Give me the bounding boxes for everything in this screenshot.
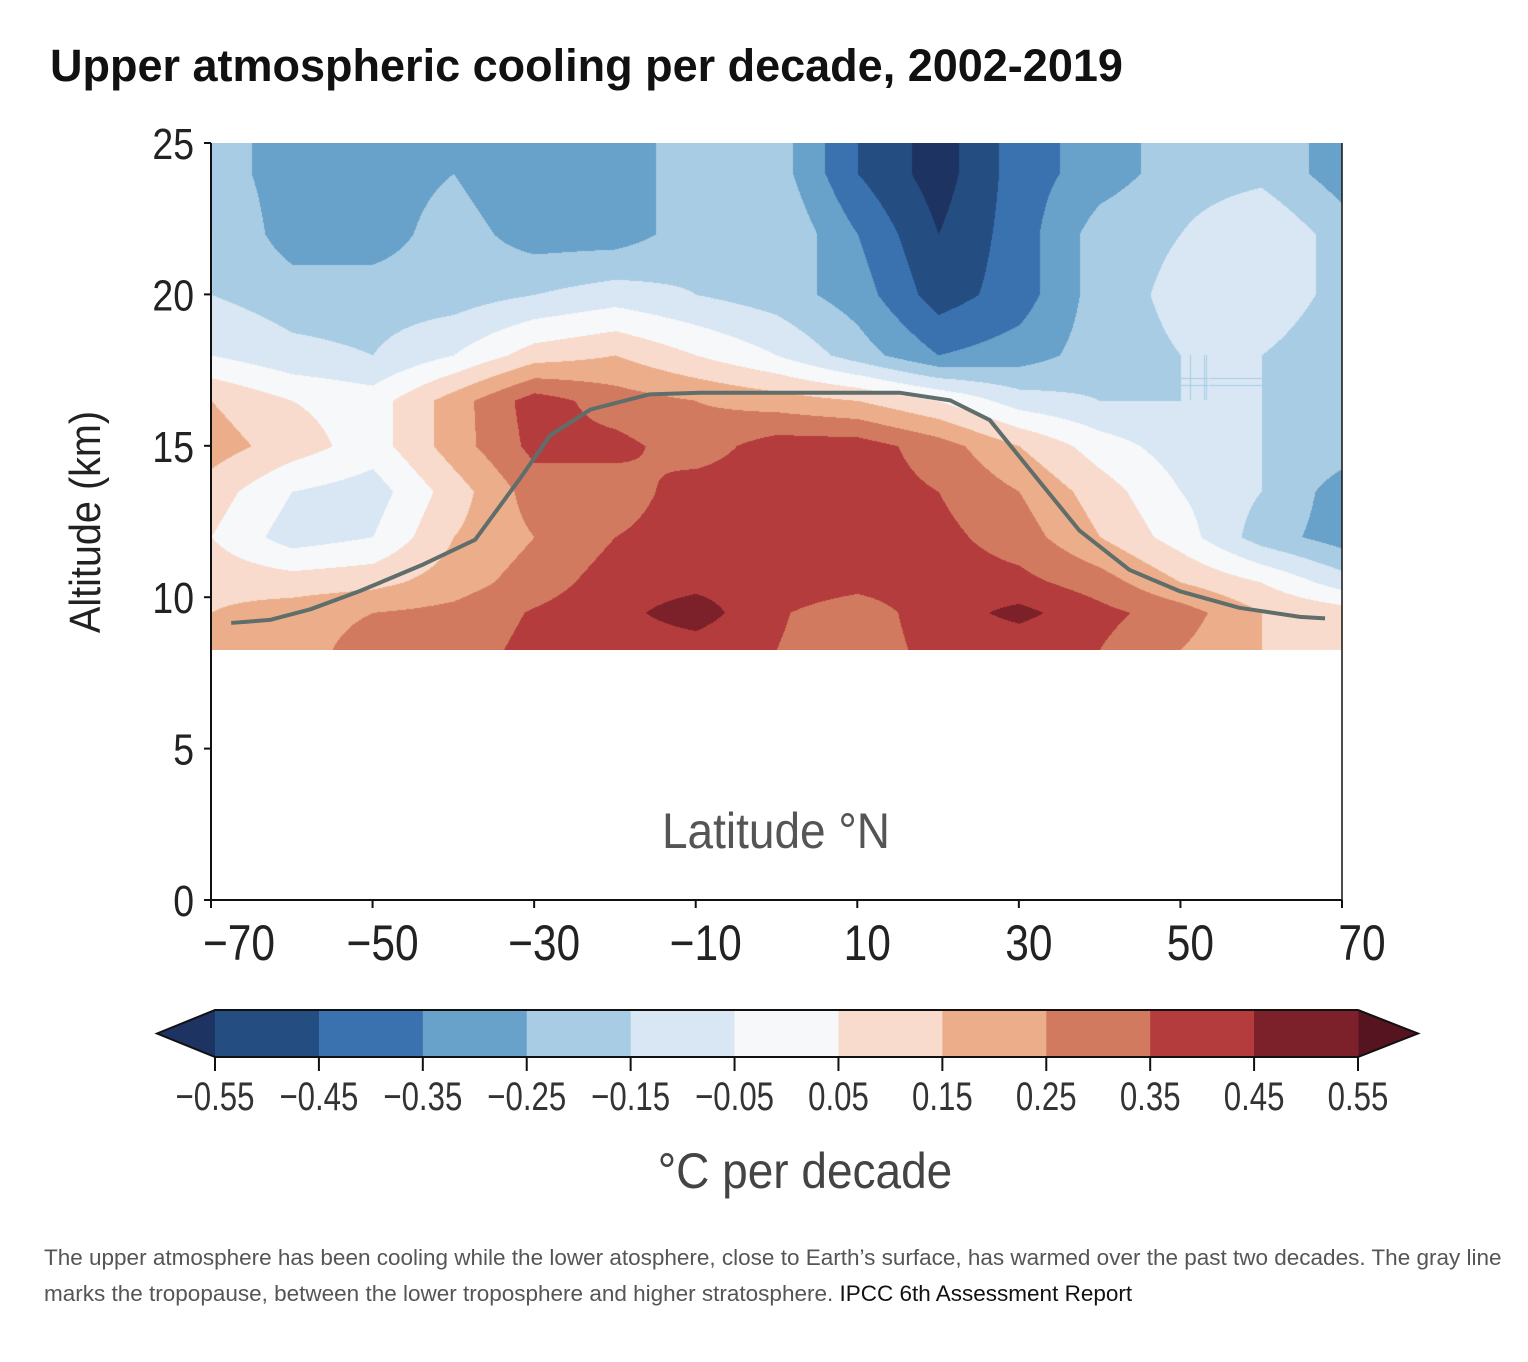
caption-text: The upper atmosphere has been cooling wh… (44, 1245, 1502, 1306)
colorbar-swatch (630, 1010, 736, 1057)
x-tick-label: −50 (347, 915, 419, 971)
y-tick-label: 5 (173, 725, 194, 775)
colorbar-swatch (318, 1010, 424, 1057)
colorbar-swatch (1150, 1010, 1255, 1057)
colorbar-swatch (942, 1010, 1047, 1057)
colorbar-tick-label: −0.35 (383, 1074, 462, 1119)
axes: 0 5 10 15 20 25 −70 −50 −30 −10 10 30 50 70 (152, 119, 1385, 971)
y-tick-label: 15 (152, 422, 194, 472)
x-tick-label: −70 (203, 915, 275, 971)
colorbar-tick-label: −0.15 (591, 1074, 670, 1119)
colorbar-tick-label: −0.05 (695, 1074, 774, 1119)
colorbar-swatch (838, 1010, 943, 1057)
colorbar-tick-label: −0.45 (279, 1074, 358, 1119)
y-tick-label: 0 (173, 876, 194, 926)
colorbar-swatch (526, 1010, 632, 1057)
colorbar-tick-label: 0.35 (1120, 1074, 1181, 1119)
heatmap-chart: 0 5 10 15 20 25 −70 −50 −30 −10 10 30 50 70 Latitude … (60, 119, 1421, 1199)
colorbar-swatch (215, 1010, 320, 1057)
x-tick-label: −10 (670, 915, 742, 971)
x-tick-label: 30 (1005, 915, 1052, 971)
heatmap-image (211, 143, 1342, 650)
colorbar-swatch (422, 1010, 528, 1057)
colorbar-extend-low (157, 1010, 215, 1057)
colorbar-extend-high (1358, 1010, 1418, 1057)
heatmap-field (211, 143, 1342, 650)
y-tick-label: 10 (152, 573, 194, 623)
colorbar-swatch (1254, 1010, 1359, 1057)
colorbar-tick-label: 0.15 (912, 1074, 973, 1119)
colorbar-swatch (734, 1010, 839, 1057)
colorbar-tick-label: 0.25 (1016, 1074, 1077, 1119)
colorbar-swatch (1046, 1010, 1151, 1057)
x-tick-label: 50 (1167, 915, 1214, 971)
y-axis-label: Altitude (km) (60, 411, 109, 633)
colorbar-tick-label: −0.55 (176, 1074, 255, 1119)
y-tick-label: 25 (152, 119, 194, 169)
colorbar-tick-label: 0.55 (1328, 1074, 1389, 1119)
chart-title: Upper atmospheric cooling per decade, 20… (50, 40, 1123, 91)
caption-source: IPCC 6th Assessment Report (839, 1281, 1133, 1306)
tropopause-line (231, 390, 1326, 625)
colorbar-label: °C per decade (658, 1144, 953, 1199)
x-tick-label: 70 (1338, 915, 1385, 971)
figure-caption: The upper atmosphere has been cooling wh… (44, 1240, 1514, 1312)
y-tick-label: 20 (152, 271, 194, 321)
colorbar: −0.55 −0.45 −0.35 −0.25 −0.15 −0.05 0.05 0.15 0.… (154, 1009, 1421, 1119)
x-tick-label: 10 (844, 915, 891, 971)
x-tick-label: −30 (508, 915, 580, 971)
colorbar-tick-label: 0.05 (808, 1074, 869, 1119)
x-axis-label: Latitude °N (662, 804, 890, 859)
colorbar-tick-label: −0.25 (487, 1074, 566, 1119)
colorbar-tick-label: 0.45 (1224, 1074, 1285, 1119)
